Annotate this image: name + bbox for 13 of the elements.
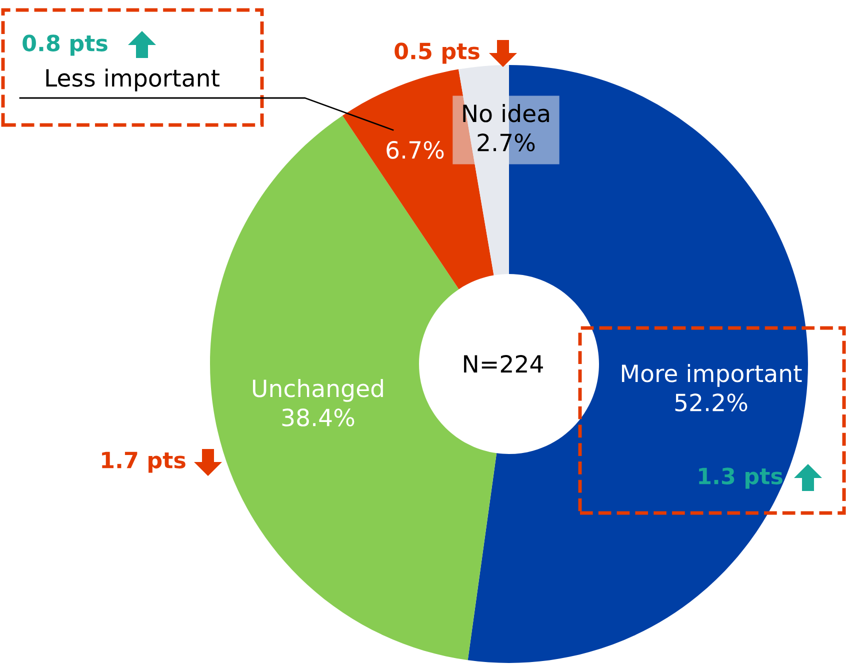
data-label: 2.7% xyxy=(478,134,535,152)
text: 1.3 pts xyxy=(699,468,782,489)
text: N=224 xyxy=(464,354,543,373)
slice-label: More important xyxy=(622,364,802,387)
data-label: 38.4% xyxy=(282,408,354,426)
data-label: 52.2% xyxy=(675,394,748,412)
slice-label: Less important xyxy=(46,68,220,92)
text: 0.5 pts xyxy=(394,42,480,64)
data-label: 6.7% xyxy=(386,140,444,159)
text: 1.7 pts xyxy=(102,452,186,473)
slice-label: No idea xyxy=(463,104,549,122)
slice-label: Unchanged xyxy=(252,379,383,402)
text: 0.8 pts xyxy=(22,34,108,56)
